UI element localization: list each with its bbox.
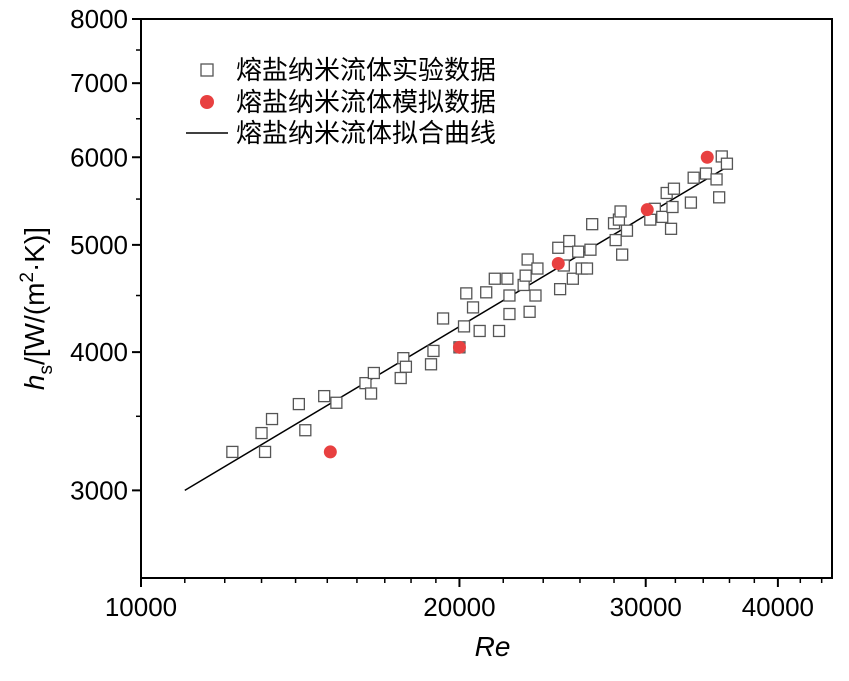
experiment-point <box>299 424 312 437</box>
experiment-point <box>364 387 378 400</box>
experiment-point <box>666 200 679 214</box>
legend-label: 熔盐纳米流体模拟数据 <box>236 88 496 118</box>
simulation-point <box>452 340 466 354</box>
fit-line <box>184 166 728 492</box>
experiment-point <box>720 157 734 170</box>
simulation-point <box>323 445 337 459</box>
experiment-point <box>620 224 634 237</box>
experiment-point <box>394 371 407 385</box>
experiment-point <box>503 307 516 321</box>
legend-label: 熔盐纳米流体拟合曲线 <box>236 119 496 149</box>
experiment-point <box>580 262 594 275</box>
x-tick-label: 10000 <box>105 592 177 622</box>
experiment-point <box>473 324 486 338</box>
experiment-point <box>609 233 622 247</box>
simulation-point <box>700 150 714 164</box>
experiment-point <box>226 445 239 459</box>
experiment-point <box>255 426 268 440</box>
legend-circle-symbol <box>200 95 214 109</box>
experiment-point <box>460 287 473 300</box>
experiment-point <box>492 324 506 338</box>
experiment-point <box>519 269 532 282</box>
plot-frame <box>140 18 833 579</box>
experiment-point <box>664 222 678 235</box>
axes: 10000 20000 30000 40000 3000 4000 5000 6000 7000… <box>17 4 833 662</box>
y-tick-label: 3000 <box>70 475 128 505</box>
experiment-point <box>367 366 380 380</box>
experiment-point <box>531 262 544 275</box>
experiment-point <box>656 210 669 224</box>
experiment-point <box>292 397 306 411</box>
experiment-point <box>265 412 279 426</box>
experiment-point <box>457 320 471 333</box>
y-tick-label: 6000 <box>70 142 128 172</box>
experiment-point <box>529 289 542 302</box>
legend-label: 熔盐纳米流体实验数据 <box>236 56 496 86</box>
experiment-point <box>684 196 698 209</box>
experiment-point <box>553 282 567 296</box>
experiment-point <box>566 272 580 285</box>
experiment-point <box>586 218 599 231</box>
y-tick-label: 5000 <box>70 230 128 260</box>
x-axis-title: Re <box>475 631 511 662</box>
experiment-point <box>359 376 372 390</box>
experiment-point <box>521 253 534 266</box>
experiment-point <box>584 243 597 256</box>
experiment-point <box>572 245 585 258</box>
experiment-point <box>699 167 713 180</box>
simulation-point <box>640 203 654 217</box>
y-tick-label: 4000 <box>70 337 128 367</box>
experiment-point <box>614 205 627 218</box>
y-tick-label: 7000 <box>70 68 128 98</box>
experiment-point <box>523 305 536 318</box>
y-axis-title: hs/[W/(m2·K)] <box>17 227 57 390</box>
simulation-point <box>551 256 565 270</box>
x-tick-label: 20000 <box>423 592 495 622</box>
experiment-point <box>488 272 501 285</box>
x-tick-label: 30000 <box>610 592 682 622</box>
y-tick-label: 8000 <box>70 4 128 34</box>
experiment-point <box>424 358 438 371</box>
experiment-point <box>318 389 331 403</box>
experiment-point <box>710 173 723 186</box>
experiment-point <box>436 312 450 325</box>
experiment-point <box>501 272 514 285</box>
experiment-point <box>427 344 440 358</box>
plot-area <box>184 150 734 492</box>
experiment-point <box>258 445 272 459</box>
experiment-point <box>503 289 516 302</box>
experiment-point <box>713 191 726 204</box>
experiment-point <box>563 234 576 248</box>
x-tick-label: 40000 <box>742 592 814 622</box>
experiment-point <box>616 248 629 261</box>
experiment-point <box>667 182 681 195</box>
experiment-point <box>466 301 480 314</box>
experiment-point <box>330 396 343 409</box>
experiment-point <box>399 360 413 373</box>
experiment-point <box>687 171 700 184</box>
experiment-point <box>552 241 565 254</box>
experiment-point <box>480 286 493 299</box>
legend-square-symbol <box>200 63 214 77</box>
